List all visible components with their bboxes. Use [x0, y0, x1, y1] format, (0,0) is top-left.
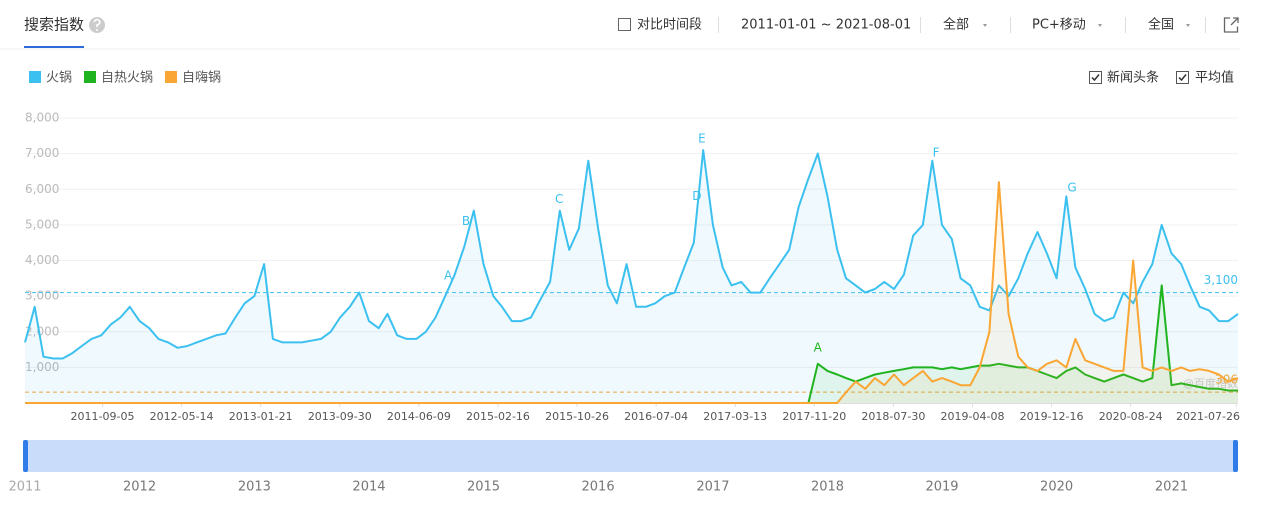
slider-year: 2011: [8, 480, 41, 495]
separator: [1125, 17, 1126, 33]
legend-label: 自嗨锅: [182, 70, 221, 86]
news-checkbox[interactable]: [1089, 71, 1102, 84]
x-tick-label: 2019-04-08: [941, 410, 1005, 423]
legend-swatch: [165, 71, 177, 83]
slider-year: 2017: [696, 480, 729, 495]
slider-year: 2020: [1040, 480, 1073, 495]
annotation: G: [1067, 181, 1076, 195]
compare-label[interactable]: 对比时间段: [637, 18, 702, 33]
y-tick-label: 2,000: [25, 324, 59, 338]
y-tick-label: 6,000: [25, 182, 59, 196]
device-select[interactable]: PC+移动: [1032, 18, 1086, 33]
compare-checkbox[interactable]: [618, 18, 631, 31]
y-tick-label: 1,000: [25, 360, 59, 374]
y-tick-label: 4,000: [25, 253, 59, 267]
checkmark: [1178, 74, 1187, 82]
x-tick-label: 2017-11-20: [782, 410, 846, 423]
x-tick-label: 2015-10-26: [545, 410, 609, 423]
dropdown-arrow: [1186, 24, 1190, 27]
x-tick-label: 2013-09-30: [308, 410, 372, 423]
area: [25, 182, 1238, 403]
y-tick-label: 3,000: [25, 289, 59, 303]
legend-swatch: [29, 71, 41, 83]
range-slider[interactable]: [25, 440, 1237, 472]
line: [24, 149, 1239, 360]
average-label[interactable]: 平均值: [1195, 70, 1234, 86]
x-tick-label: 2015-02-16: [466, 410, 530, 423]
slider-year: 2018: [811, 480, 844, 495]
separator: [718, 17, 719, 33]
annotation: D: [692, 189, 701, 203]
average-label: 3,100: [1204, 273, 1238, 287]
help-dot: [96, 29, 98, 31]
legend-swatch: [84, 71, 96, 83]
area: [25, 285, 1238, 403]
slider-handle[interactable]: [1233, 440, 1238, 472]
x-tick-label: 2018-07-30: [861, 410, 925, 423]
slider-year: 2013: [238, 480, 271, 495]
annotation: F: [933, 145, 940, 159]
export-icon[interactable]: [1223, 17, 1239, 33]
x-tick-label: 2021-07-26: [1176, 410, 1240, 423]
region-select[interactable]: 全国: [1148, 17, 1174, 33]
average-checkbox[interactable]: [1176, 71, 1189, 84]
help-glyph: [93, 18, 101, 27]
annotation: A: [814, 340, 823, 354]
annotation: B: [462, 214, 470, 228]
separator: [1010, 17, 1011, 33]
dropdown-arrow: [1098, 24, 1102, 27]
scope-select[interactable]: 全部: [943, 17, 969, 33]
y-tick-label: 8,000: [25, 111, 59, 125]
header-divider: [0, 48, 1240, 50]
y-tick-label: 5,000: [25, 217, 59, 231]
x-tick-label: 2013-01-21: [229, 410, 293, 423]
dropdown-arrow: [983, 24, 987, 27]
line: [25, 181, 1239, 404]
x-tick-label: 2016-07-04: [624, 410, 688, 423]
annotation: E: [698, 132, 706, 146]
slider-year: 2019: [925, 480, 958, 495]
y-tick-label: 7,000: [25, 146, 59, 160]
separator: [920, 17, 921, 33]
slider-year: 2014: [352, 480, 385, 495]
x-tick-label: 2012-05-14: [150, 410, 214, 423]
date-range[interactable]: 2011-01-01 ~ 2021-08-01: [741, 18, 911, 33]
x-tick-label: 2020-08-24: [1099, 410, 1163, 423]
slider-handle[interactable]: [23, 440, 28, 472]
legend-label: 自热火锅: [101, 70, 153, 86]
x-tick-label: 2019-12-16: [1020, 410, 1084, 423]
annotation: C: [555, 192, 563, 206]
slider-year: 2012: [123, 480, 156, 495]
x-tick-label: 2011-09-05: [71, 410, 135, 423]
tab-underline: [24, 46, 84, 48]
tab-title[interactable]: 搜索指数: [24, 16, 84, 34]
x-tick-label: 2017-03-13: [703, 410, 767, 423]
annotation: A: [444, 268, 453, 282]
separator: [1205, 17, 1206, 33]
slider-year: 2016: [582, 480, 615, 495]
slider-year: 2015: [467, 480, 500, 495]
x-tick-label: 2014-06-09: [387, 410, 451, 423]
checkmark: [1091, 74, 1100, 82]
legend-label: 火锅: [46, 70, 72, 86]
area: [25, 150, 1238, 403]
slider-year: 2021: [1155, 480, 1188, 495]
news-label[interactable]: 新闻头条: [1107, 70, 1159, 86]
